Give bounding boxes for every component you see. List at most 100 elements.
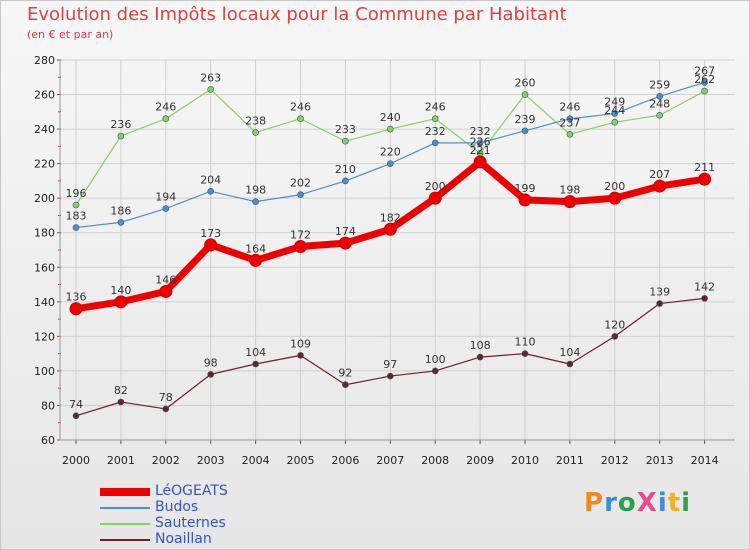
data-label: 246 [559, 101, 580, 114]
data-label: 198 [245, 184, 266, 197]
data-label: 110 [515, 336, 536, 349]
x-tick-label: 2009 [466, 454, 494, 467]
data-label: 199 [515, 182, 536, 195]
data-label: 146 [155, 273, 176, 286]
data-label: 139 [649, 286, 670, 299]
data-point [117, 398, 125, 406]
data-point [611, 333, 619, 340]
data-label: 263 [200, 71, 221, 84]
x-tick-label: 2014 [691, 454, 719, 467]
data-point [294, 240, 307, 254]
data-point [518, 193, 532, 207]
legend-label: Sauternes [155, 515, 226, 531]
proxiti-logo: ProXiti [584, 488, 692, 518]
data-point [563, 195, 577, 209]
data-point [297, 115, 304, 123]
data-point [117, 219, 125, 226]
data-point [566, 130, 574, 138]
data-point [476, 139, 484, 147]
data-point [69, 302, 83, 316]
data-label: 238 [245, 115, 266, 128]
x-tick-label: 2010 [511, 454, 539, 467]
data-point [72, 412, 80, 420]
x-tick-label: 2008 [421, 454, 449, 467]
data-label: 172 [290, 229, 311, 242]
data-label: 136 [66, 291, 87, 304]
x-tick-label: 2006 [331, 454, 359, 467]
data-label: 262 [694, 73, 715, 86]
legend-label: Budos [155, 499, 199, 515]
y-tick-label: 200 [34, 192, 55, 205]
data-point [701, 87, 708, 95]
data-point [431, 115, 439, 123]
axes: 60 80 100 120 140 160 180 200 220 240 260 280 2000 20… [34, 54, 735, 467]
data-label: 211 [694, 161, 715, 174]
data-point [342, 381, 349, 389]
data-point [72, 201, 80, 209]
data-label: 120 [604, 318, 625, 331]
data-point [338, 236, 352, 250]
legend-label: Noaillan [155, 531, 212, 547]
y-tick-label: 240 [34, 123, 55, 136]
legend-swatch [100, 488, 150, 496]
data-point [428, 191, 442, 205]
data-label: 174 [335, 225, 356, 238]
data-point [162, 115, 170, 123]
data-point [383, 222, 397, 236]
data-label: 109 [290, 337, 311, 350]
data-label: 244 [604, 104, 625, 117]
data-label: 239 [515, 113, 536, 126]
data-label: 226 [470, 135, 491, 148]
data-label: 186 [110, 204, 131, 217]
x-tick-label: 2004 [242, 454, 270, 467]
data-point [521, 91, 529, 98]
data-label: 249 [604, 96, 625, 109]
data-label: 207 [649, 168, 670, 181]
data-label: 183 [66, 210, 87, 223]
data-point [252, 129, 259, 136]
data-label: 97 [383, 358, 397, 371]
data-point [431, 139, 439, 147]
data-label: 104 [245, 346, 266, 359]
data-point [162, 205, 170, 212]
y-tick-label: 120 [34, 330, 55, 343]
data-point [521, 127, 529, 135]
data-point [386, 125, 394, 133]
data-point [566, 115, 574, 123]
data-point [386, 160, 394, 167]
data-point [249, 253, 263, 267]
data-point [342, 137, 349, 145]
data-label: 202 [290, 177, 311, 190]
data-point [342, 177, 349, 185]
y-tick-label: 80 [41, 399, 55, 412]
legend-swatch [100, 507, 150, 509]
data-label: 232 [470, 125, 491, 138]
legend-label: LéOGEATS [155, 483, 228, 499]
data-label: 267 [694, 64, 715, 77]
data-label: 246 [155, 101, 176, 114]
data-label: 164 [245, 242, 266, 255]
data-point [656, 111, 664, 119]
chart-subtitle: (en € et par an) [27, 28, 114, 41]
data-labels: 136 140 146 173 164 172 174 182 200 221 199 198 200 2… [66, 64, 716, 410]
data-label: 200 [425, 180, 446, 193]
y-tick-label: 60 [41, 434, 55, 447]
data-label: 196 [66, 187, 87, 200]
data-point [521, 350, 529, 357]
data-label: 236 [110, 118, 131, 131]
data-point [611, 118, 619, 126]
y-tick-label: 260 [34, 89, 55, 102]
y-tick-label: 280 [34, 54, 55, 67]
data-point [207, 86, 214, 93]
data-label: 220 [380, 146, 401, 159]
data-label: 248 [649, 97, 670, 110]
data-label: 82 [114, 384, 128, 397]
data-point [431, 367, 439, 375]
data-label: 246 [425, 101, 446, 114]
data-point [701, 295, 708, 302]
data-label: 233 [335, 123, 356, 136]
data-point [159, 284, 173, 298]
data-point [207, 371, 214, 378]
